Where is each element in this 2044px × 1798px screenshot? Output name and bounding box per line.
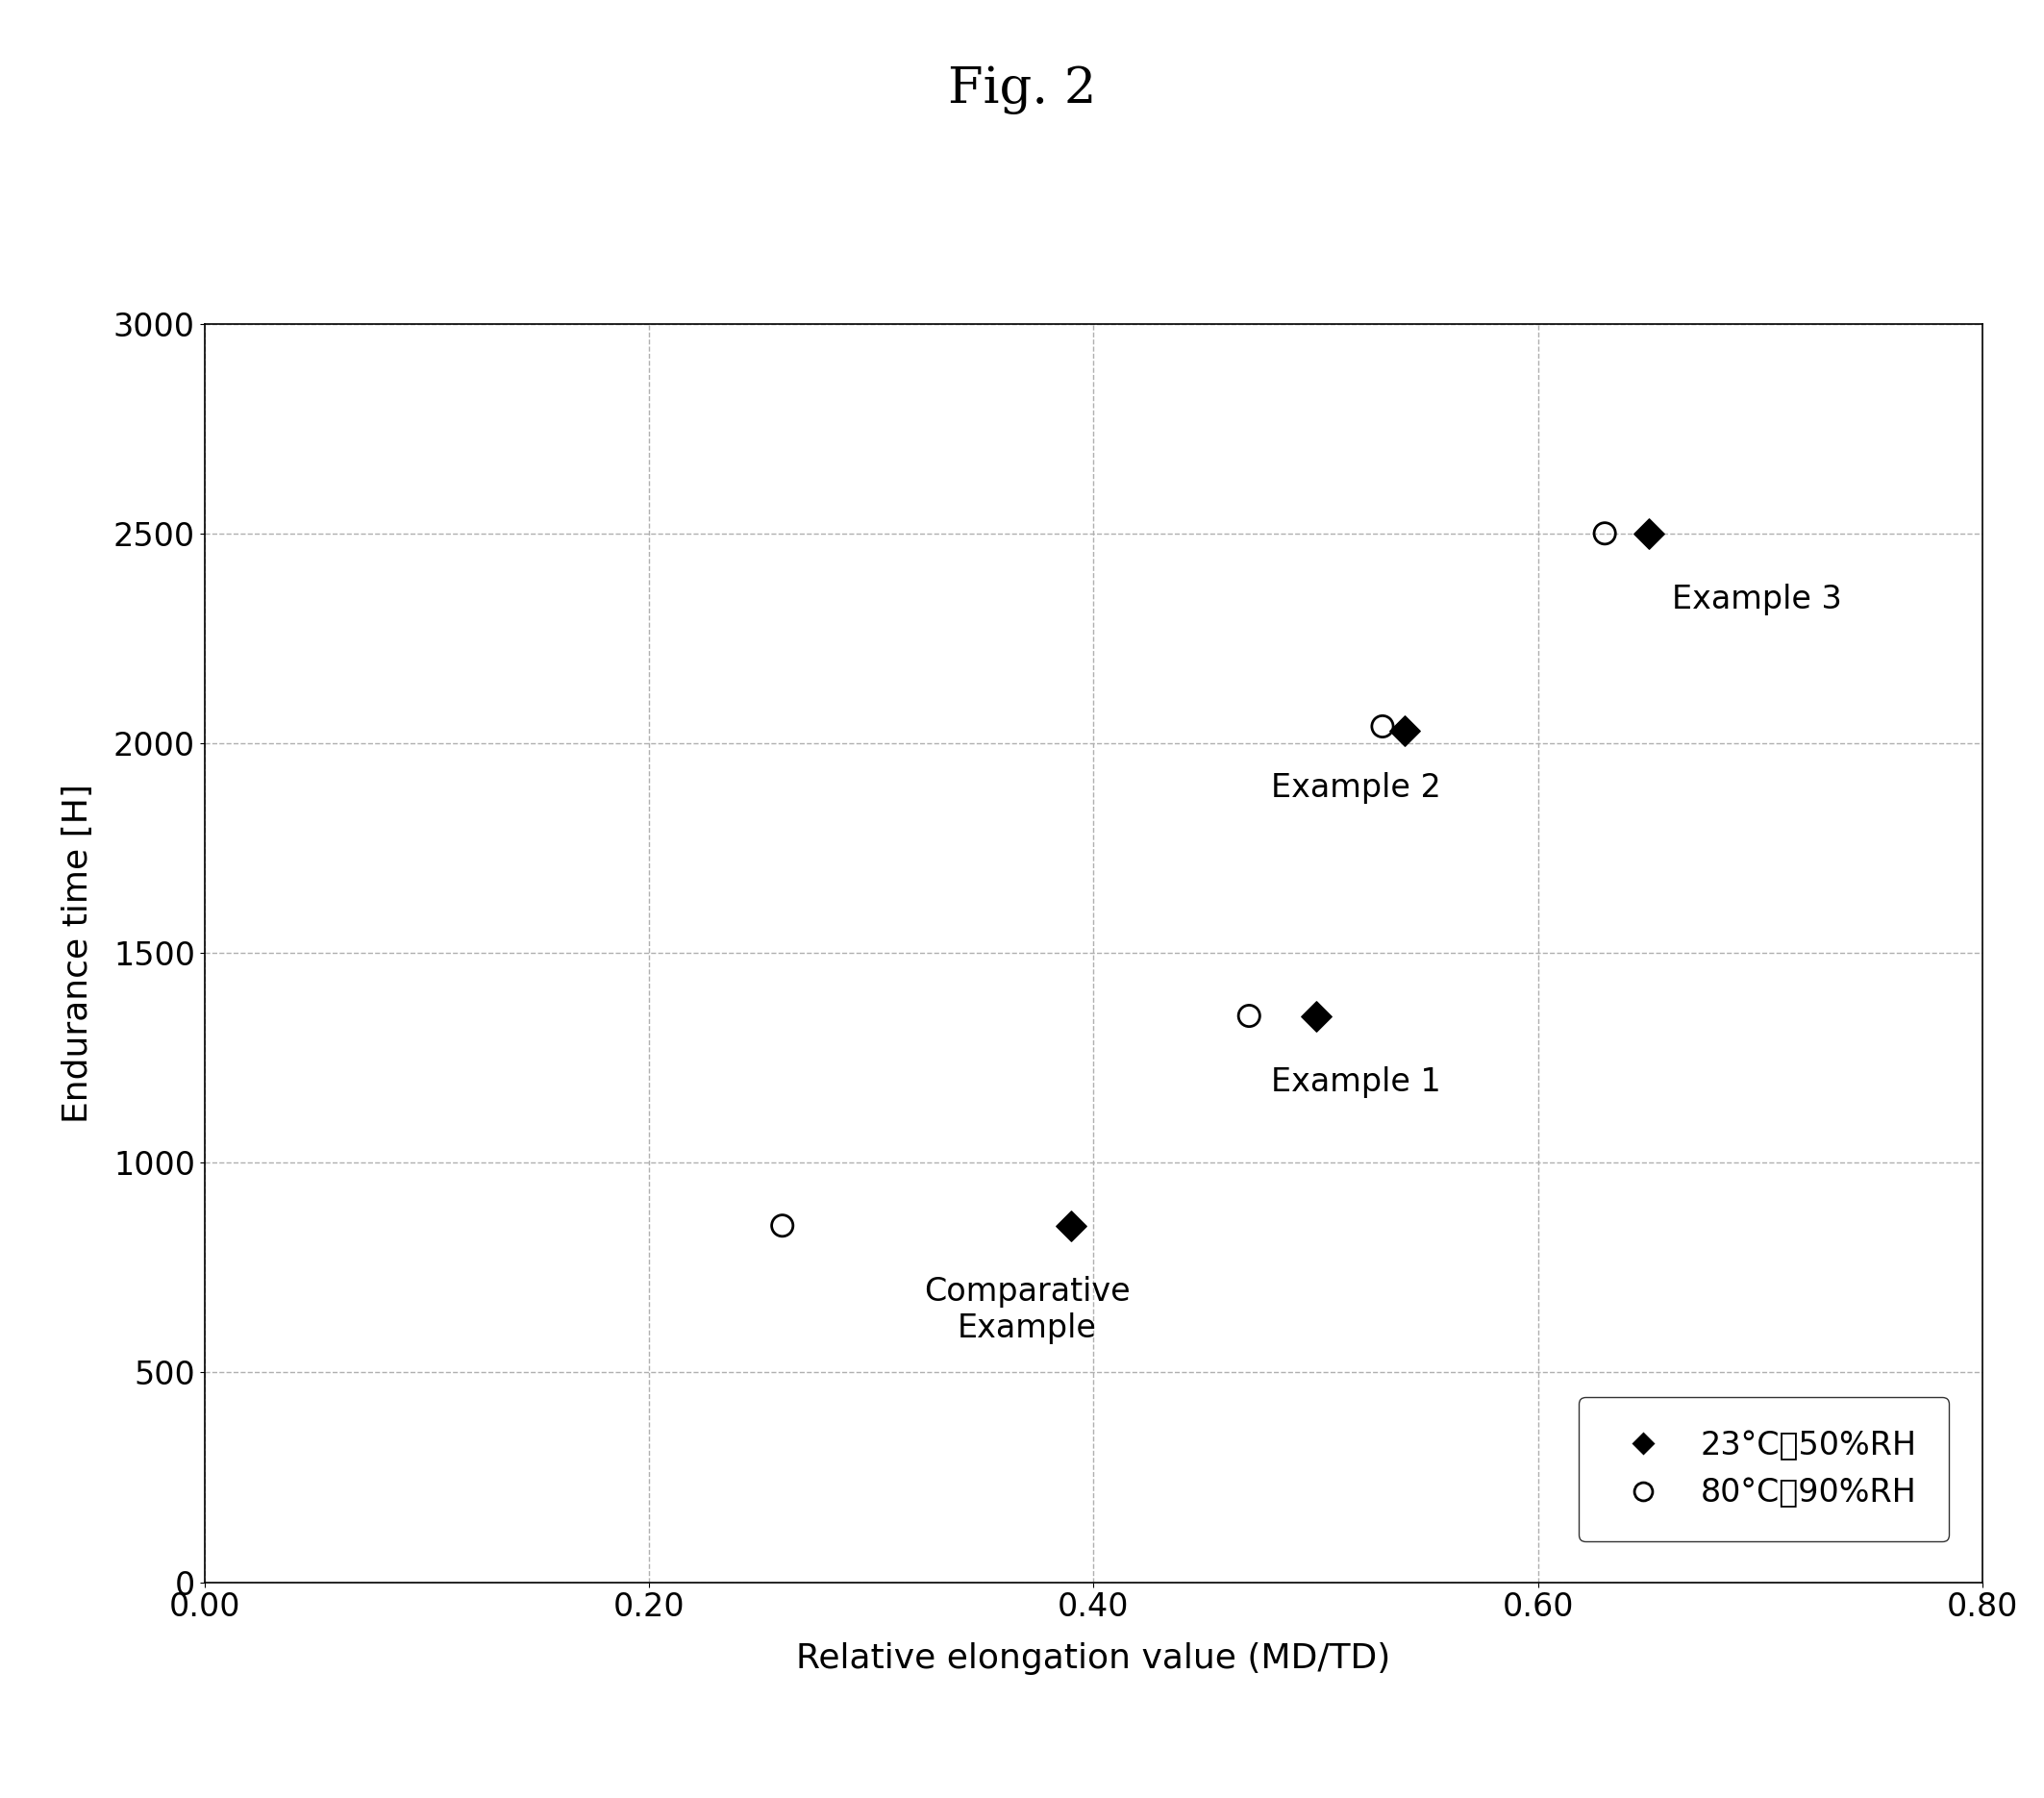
Text: Example 2: Example 2 [1271,773,1441,804]
Point [1300,1001,1333,1030]
Point [766,1212,799,1241]
Point [1588,520,1621,548]
Y-axis label: Endurance time [H]: Endurance time [H] [61,784,94,1122]
Point [1055,1212,1087,1241]
Text: Example 3: Example 3 [1672,584,1842,615]
Text: Fig. 2: Fig. 2 [948,65,1096,115]
Point [1633,520,1666,548]
Point [1233,1001,1265,1030]
Text: Example 1: Example 1 [1271,1066,1441,1099]
Point [1365,712,1398,741]
Point [1388,716,1421,744]
Legend: 23°C、50%RH, 80°C、90%RH: 23°C、50%RH, 80°C、90%RH [1578,1397,1948,1541]
Text: Comparative
Example: Comparative Example [924,1277,1130,1345]
X-axis label: Relative elongation value (MD/TD): Relative elongation value (MD/TD) [797,1642,1390,1674]
